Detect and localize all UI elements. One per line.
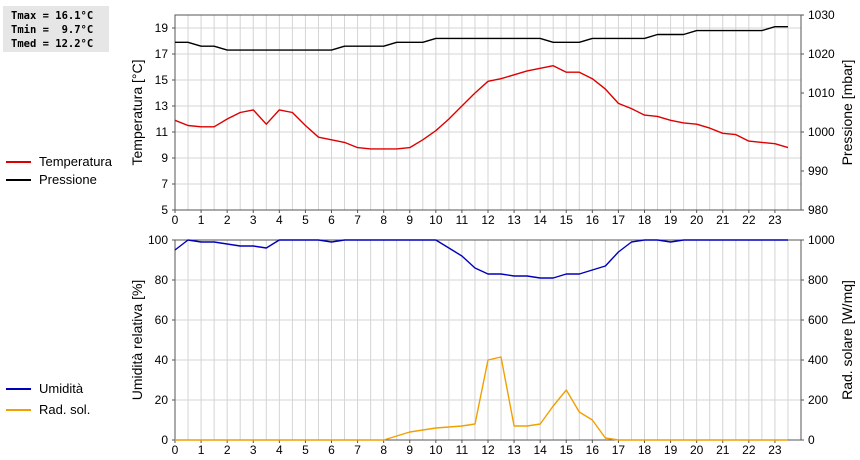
- x-tick-label: 19: [664, 213, 678, 227]
- x-tick-label: 14: [533, 213, 547, 227]
- legend-label-pressione: Pressione: [39, 172, 97, 187]
- x-tick-label: 23: [768, 213, 782, 227]
- x-tick-label: 13: [507, 213, 521, 227]
- x-tick-label: 9: [406, 213, 413, 227]
- stat-tmin: Tmin = 9.7°C: [11, 24, 94, 36]
- x-tick-label: 16: [586, 443, 600, 457]
- y-tick-label-right: 200: [808, 393, 828, 407]
- x-tick-label: 17: [612, 213, 626, 227]
- y-tick-label-right: 0: [808, 433, 815, 447]
- series-line-pressione: [175, 26, 788, 51]
- y-tick-label-right: 1020: [808, 47, 835, 61]
- y-tick-label-right: 1010: [808, 86, 835, 100]
- x-tick-label: 9: [406, 443, 413, 457]
- y-tick-label-right: 990: [808, 164, 828, 178]
- y-tick-label-left: 7: [161, 177, 168, 191]
- x-tick-label: 20: [690, 443, 704, 457]
- x-tick-label: 19: [664, 443, 678, 457]
- x-tick-label: 3: [250, 213, 257, 227]
- y-tick-label-left: 11: [156, 125, 169, 139]
- stat-tmax: Tmax = 16.1°C: [11, 10, 94, 22]
- x-tick-label: 15: [560, 443, 574, 457]
- y-tick-label-left: 20: [155, 393, 169, 407]
- legend-swatch-pressione: [6, 179, 31, 181]
- stat-tmed: Tmed = 12.2°C: [11, 38, 94, 50]
- y-axis-label-right: Rad. solare [W/mq]: [839, 280, 855, 400]
- x-tick-label: 13: [507, 443, 521, 457]
- y-tick-label-left: 9: [161, 151, 168, 165]
- x-tick-label: 2: [224, 443, 231, 457]
- x-tick-label: 4: [276, 443, 283, 457]
- x-tick-label: 5: [302, 443, 309, 457]
- x-tick-label: 4: [276, 213, 283, 227]
- x-tick-label: 5: [302, 213, 309, 227]
- series-line-umidita: [174, 239, 788, 279]
- x-tick-label: 7: [354, 443, 361, 457]
- x-tick-label: 11: [456, 213, 469, 227]
- series-line-temperatura: [174, 64, 789, 150]
- x-tick-label: 6: [328, 213, 335, 227]
- legend-swatch-rad-sol: [6, 409, 31, 411]
- y-tick-label-right: 980: [808, 203, 828, 217]
- x-tick-label: 17: [612, 443, 626, 457]
- x-tick-label: 14: [533, 443, 547, 457]
- y-tick-label-left: 15: [155, 73, 169, 87]
- x-tick-label: 22: [742, 213, 756, 227]
- x-tick-label: 18: [638, 443, 652, 457]
- y-tick-label-right: 1000: [808, 125, 835, 139]
- y-tick-label-left: 19: [155, 21, 169, 35]
- legend-swatch-umidita: [6, 388, 31, 390]
- chart-panel-1: 0 1 2 3 4 5 6 7 8 9 10 11 12 13 14 15 16 17 18 19 20 21 22 2357…: [129, 8, 855, 227]
- y-tick-label-left: 13: [155, 99, 169, 113]
- y-tick-label-left: 40: [155, 353, 169, 367]
- x-tick-label: 3: [250, 443, 257, 457]
- y-tick-label-left: 80: [155, 273, 169, 287]
- x-tick-label: 21: [716, 443, 730, 457]
- x-tick-label: 8: [380, 443, 387, 457]
- x-tick-label: 21: [716, 213, 730, 227]
- legend-swatch-temperatura: [6, 161, 31, 163]
- legend-label-rad-sol: Rad. sol.: [39, 402, 91, 417]
- y-tick-label-left: 60: [155, 313, 169, 327]
- x-tick-label: 1: [198, 213, 205, 227]
- y-tick-label-left: 0: [161, 433, 168, 447]
- y-tick-label-right: 800: [808, 273, 828, 287]
- x-tick-label: 1: [198, 443, 205, 457]
- series-line-rad-sol: [175, 356, 788, 441]
- x-tick-label: 12: [481, 443, 495, 457]
- x-tick-label: 16: [586, 213, 600, 227]
- y-tick-label-right: 400: [808, 353, 828, 367]
- y-tick-label-left: 17: [155, 47, 169, 61]
- y-tick-label-right: 1030: [808, 8, 835, 22]
- x-tick-label: 0: [172, 213, 179, 227]
- y-tick-label-left: 100: [148, 233, 168, 247]
- x-tick-label: 8: [380, 213, 387, 227]
- x-tick-label: 22: [742, 443, 756, 457]
- x-tick-label: 10: [429, 443, 443, 457]
- x-tick-label: 20: [690, 213, 704, 227]
- x-tick-label: 23: [768, 443, 782, 457]
- y-axis-label-left: Temperatura [°C]: [129, 60, 145, 166]
- y-tick-label-right: 600: [808, 313, 828, 327]
- x-tick-label: 10: [429, 213, 443, 227]
- y-axis-label-right: Pressione [mbar]: [839, 60, 855, 166]
- legend-label-umidita: Umidità: [39, 381, 84, 396]
- y-tick-label-left: 5: [161, 203, 168, 217]
- stats-box: Tmax = 16.1°C Tmin = 9.7°C Tmed = 12.2°C: [3, 6, 109, 52]
- x-tick-label: 11: [456, 443, 469, 457]
- x-tick-label: 15: [560, 213, 574, 227]
- x-tick-label: 18: [638, 213, 652, 227]
- y-axis-label-left: Umidità relativa [%]: [129, 280, 145, 401]
- x-tick-label: 7: [354, 213, 361, 227]
- x-tick-label: 2: [224, 213, 231, 227]
- x-tick-label: 0: [172, 443, 179, 457]
- x-tick-label: 12: [481, 213, 495, 227]
- legend-label-temperatura: Temperatura: [39, 154, 112, 169]
- chart-panel-2: 0 1 2 3 4 5 6 7 8 9 10 11 12 13 14 15 16 17 18 19 20 21 22 2302…: [129, 233, 855, 457]
- y-tick-label-right: 1000: [808, 233, 835, 247]
- x-tick-label: 6: [328, 443, 335, 457]
